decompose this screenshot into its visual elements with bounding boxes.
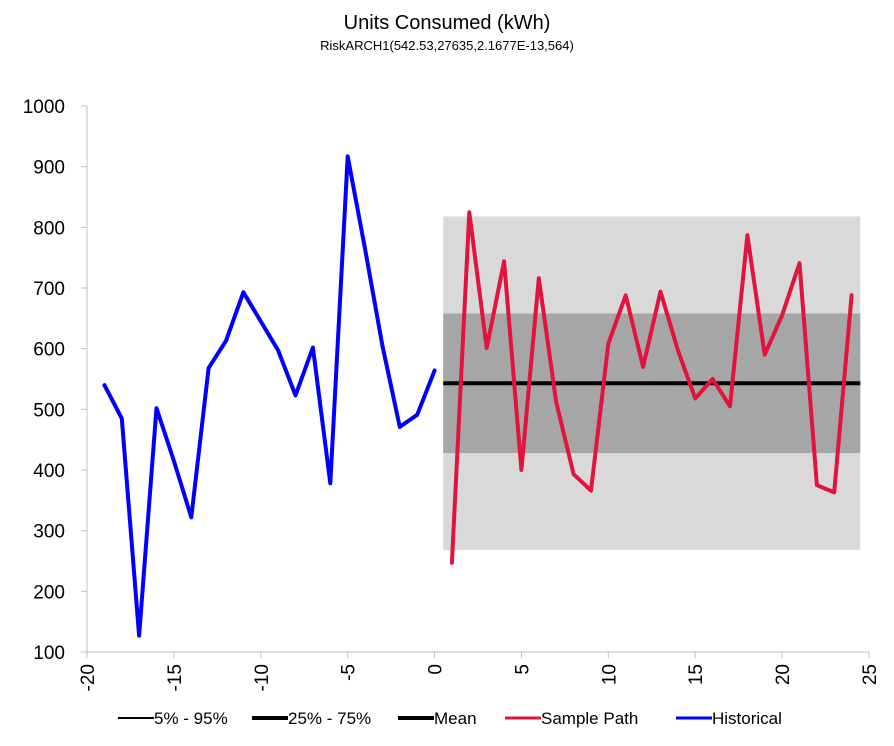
x-tick-label: 10: [599, 664, 620, 685]
y-tick-label: 600: [33, 340, 65, 361]
y-tick-label: 500: [33, 400, 65, 421]
y-tick-label: 200: [33, 582, 65, 603]
y-tick-label: 700: [33, 279, 65, 300]
x-tick-label: -10: [252, 664, 273, 691]
legend-label: Sample Path: [541, 709, 638, 728]
x-tick-label: -15: [165, 664, 186, 691]
x-tick-label: -20: [78, 664, 99, 691]
x-tick-label: 15: [686, 664, 707, 685]
x-tick-label: -5: [339, 664, 360, 681]
x-tick-label: 5: [512, 664, 533, 675]
x-tick-label: 20: [773, 664, 794, 685]
y-tick-label: 800: [33, 218, 65, 239]
legend-label: 5% - 95%: [154, 709, 228, 728]
y-tick-label: 400: [33, 461, 65, 482]
chart-title: Units Consumed (kWh): [343, 12, 551, 34]
series-line-sample-path: [449, 210, 854, 565]
x-tick-label: 25: [860, 664, 881, 685]
legend-label: Mean: [434, 709, 477, 728]
legend-label: Historical: [712, 709, 782, 728]
y-tick-label: 100: [33, 643, 65, 664]
y-tick-label: 300: [33, 522, 65, 543]
y-tick-label: 900: [33, 158, 65, 179]
x-tick-label: 0: [426, 664, 447, 675]
series-line-historical: [102, 154, 437, 638]
y-tick-label: 1000: [23, 97, 65, 118]
chart-subtitle: RiskARCH1(542.53,27635,2.1677E-13,564): [320, 38, 574, 53]
legend-label: 25% - 75%: [288, 709, 371, 728]
